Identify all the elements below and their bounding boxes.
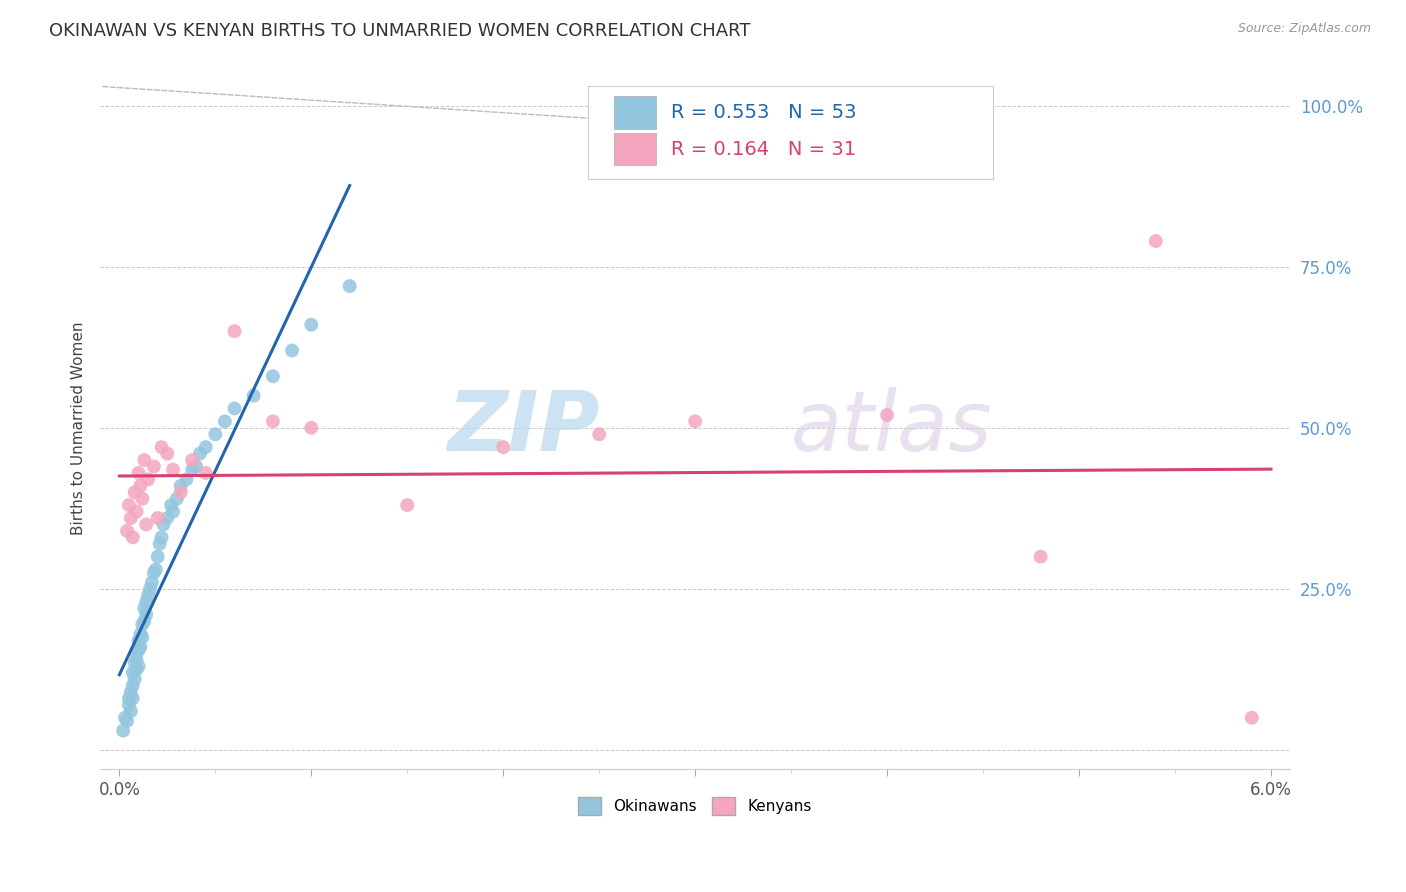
Point: [339, 279, 361, 293]
Point: [139, 582, 162, 596]
Point: [876, 408, 898, 422]
Point: [156, 447, 179, 461]
Point: [125, 646, 148, 660]
Point: [194, 440, 217, 454]
Point: [120, 685, 142, 699]
Point: [142, 566, 165, 580]
Point: [134, 614, 156, 628]
Point: [129, 640, 152, 654]
FancyBboxPatch shape: [588, 87, 993, 178]
Text: ZIP: ZIP: [447, 387, 600, 468]
Point: [184, 459, 207, 474]
Point: [396, 498, 419, 512]
Point: [150, 440, 173, 454]
Point: [135, 607, 157, 622]
Point: [134, 601, 156, 615]
Point: [129, 479, 152, 493]
Point: [121, 530, 143, 544]
Point: [162, 463, 184, 477]
Point: [188, 447, 211, 461]
Point: [170, 485, 193, 500]
Point: [118, 498, 141, 512]
Point: [166, 491, 188, 506]
Point: [115, 714, 138, 728]
Point: [128, 659, 150, 673]
Legend: Okinawans, Kenyans: Okinawans, Kenyans: [571, 789, 820, 823]
Point: [134, 453, 156, 467]
Point: [1240, 711, 1263, 725]
Point: [224, 401, 246, 416]
Point: [120, 511, 142, 525]
Point: [242, 389, 264, 403]
Point: [162, 505, 184, 519]
Text: atlas: atlas: [790, 387, 993, 468]
Point: [115, 524, 138, 538]
FancyBboxPatch shape: [614, 95, 655, 128]
Point: [118, 698, 141, 712]
Point: [131, 491, 153, 506]
Point: [128, 643, 150, 657]
Point: [214, 414, 236, 428]
Point: [120, 704, 142, 718]
Point: [683, 414, 706, 428]
Point: [181, 463, 204, 477]
Point: [224, 324, 246, 338]
Point: [125, 653, 148, 667]
Point: [156, 511, 179, 525]
Text: OKINAWAN VS KENYAN BIRTHS TO UNMARRIED WOMEN CORRELATION CHART: OKINAWAN VS KENYAN BIRTHS TO UNMARRIED W…: [49, 22, 751, 40]
Point: [176, 472, 198, 486]
Point: [128, 466, 150, 480]
Point: [124, 672, 146, 686]
Point: [112, 723, 135, 738]
Text: R = 0.164   N = 31: R = 0.164 N = 31: [671, 139, 856, 159]
Point: [129, 627, 152, 641]
Point: [492, 440, 515, 454]
Point: [299, 421, 322, 435]
Point: [281, 343, 304, 358]
Point: [181, 453, 204, 467]
Point: [136, 472, 159, 486]
Point: [121, 679, 143, 693]
Point: [142, 459, 165, 474]
Point: [204, 427, 226, 442]
Point: [125, 505, 148, 519]
Point: [152, 517, 174, 532]
FancyBboxPatch shape: [614, 133, 655, 165]
Point: [146, 549, 169, 564]
Point: [299, 318, 322, 332]
Text: Source: ZipAtlas.com: Source: ZipAtlas.com: [1237, 22, 1371, 36]
Point: [124, 485, 146, 500]
Point: [124, 656, 146, 670]
Point: [160, 498, 183, 512]
Point: [131, 617, 153, 632]
Point: [194, 466, 217, 480]
Point: [170, 479, 193, 493]
Point: [149, 537, 172, 551]
Point: [125, 662, 148, 676]
Point: [118, 691, 141, 706]
Point: [136, 588, 159, 602]
Point: [131, 630, 153, 644]
Point: [135, 595, 157, 609]
Point: [128, 633, 150, 648]
Point: [262, 414, 284, 428]
Point: [121, 665, 143, 680]
Point: [145, 563, 167, 577]
Point: [121, 691, 143, 706]
Point: [1029, 549, 1052, 564]
Point: [1144, 234, 1167, 248]
Point: [141, 575, 163, 590]
Y-axis label: Births to Unmarried Women: Births to Unmarried Women: [72, 321, 86, 534]
Point: [588, 427, 610, 442]
Point: [262, 369, 284, 384]
Point: [114, 711, 136, 725]
Point: [135, 517, 157, 532]
Text: R = 0.553   N = 53: R = 0.553 N = 53: [671, 103, 856, 121]
Point: [150, 530, 173, 544]
Point: [146, 511, 169, 525]
